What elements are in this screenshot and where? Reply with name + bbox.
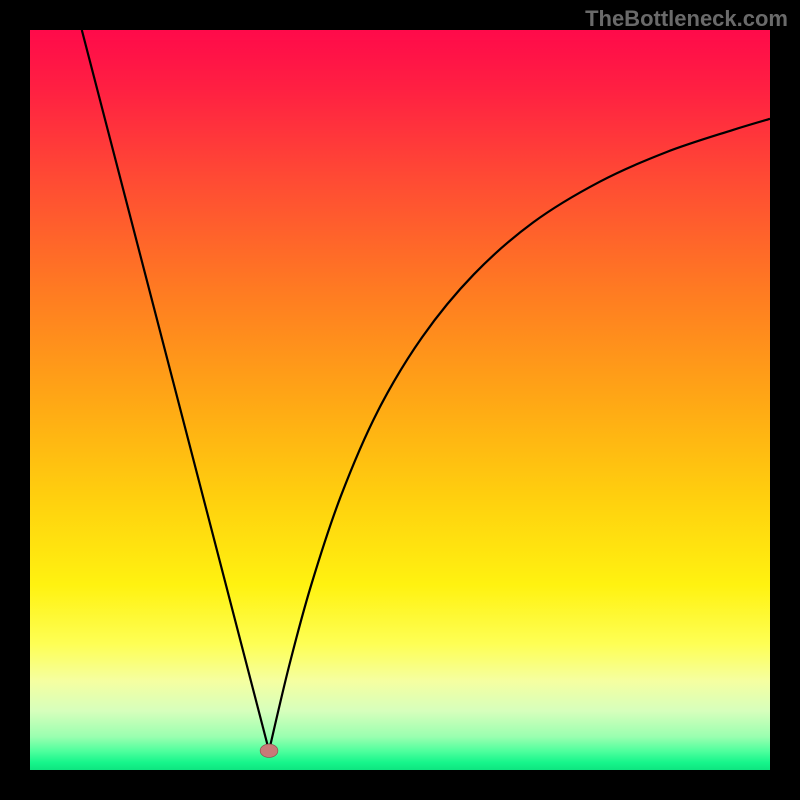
watermark-text: TheBottleneck.com [585,6,788,32]
plot-area [30,30,770,770]
minimum-marker [260,744,278,757]
gradient-background [30,30,770,770]
chart-svg [30,30,770,770]
